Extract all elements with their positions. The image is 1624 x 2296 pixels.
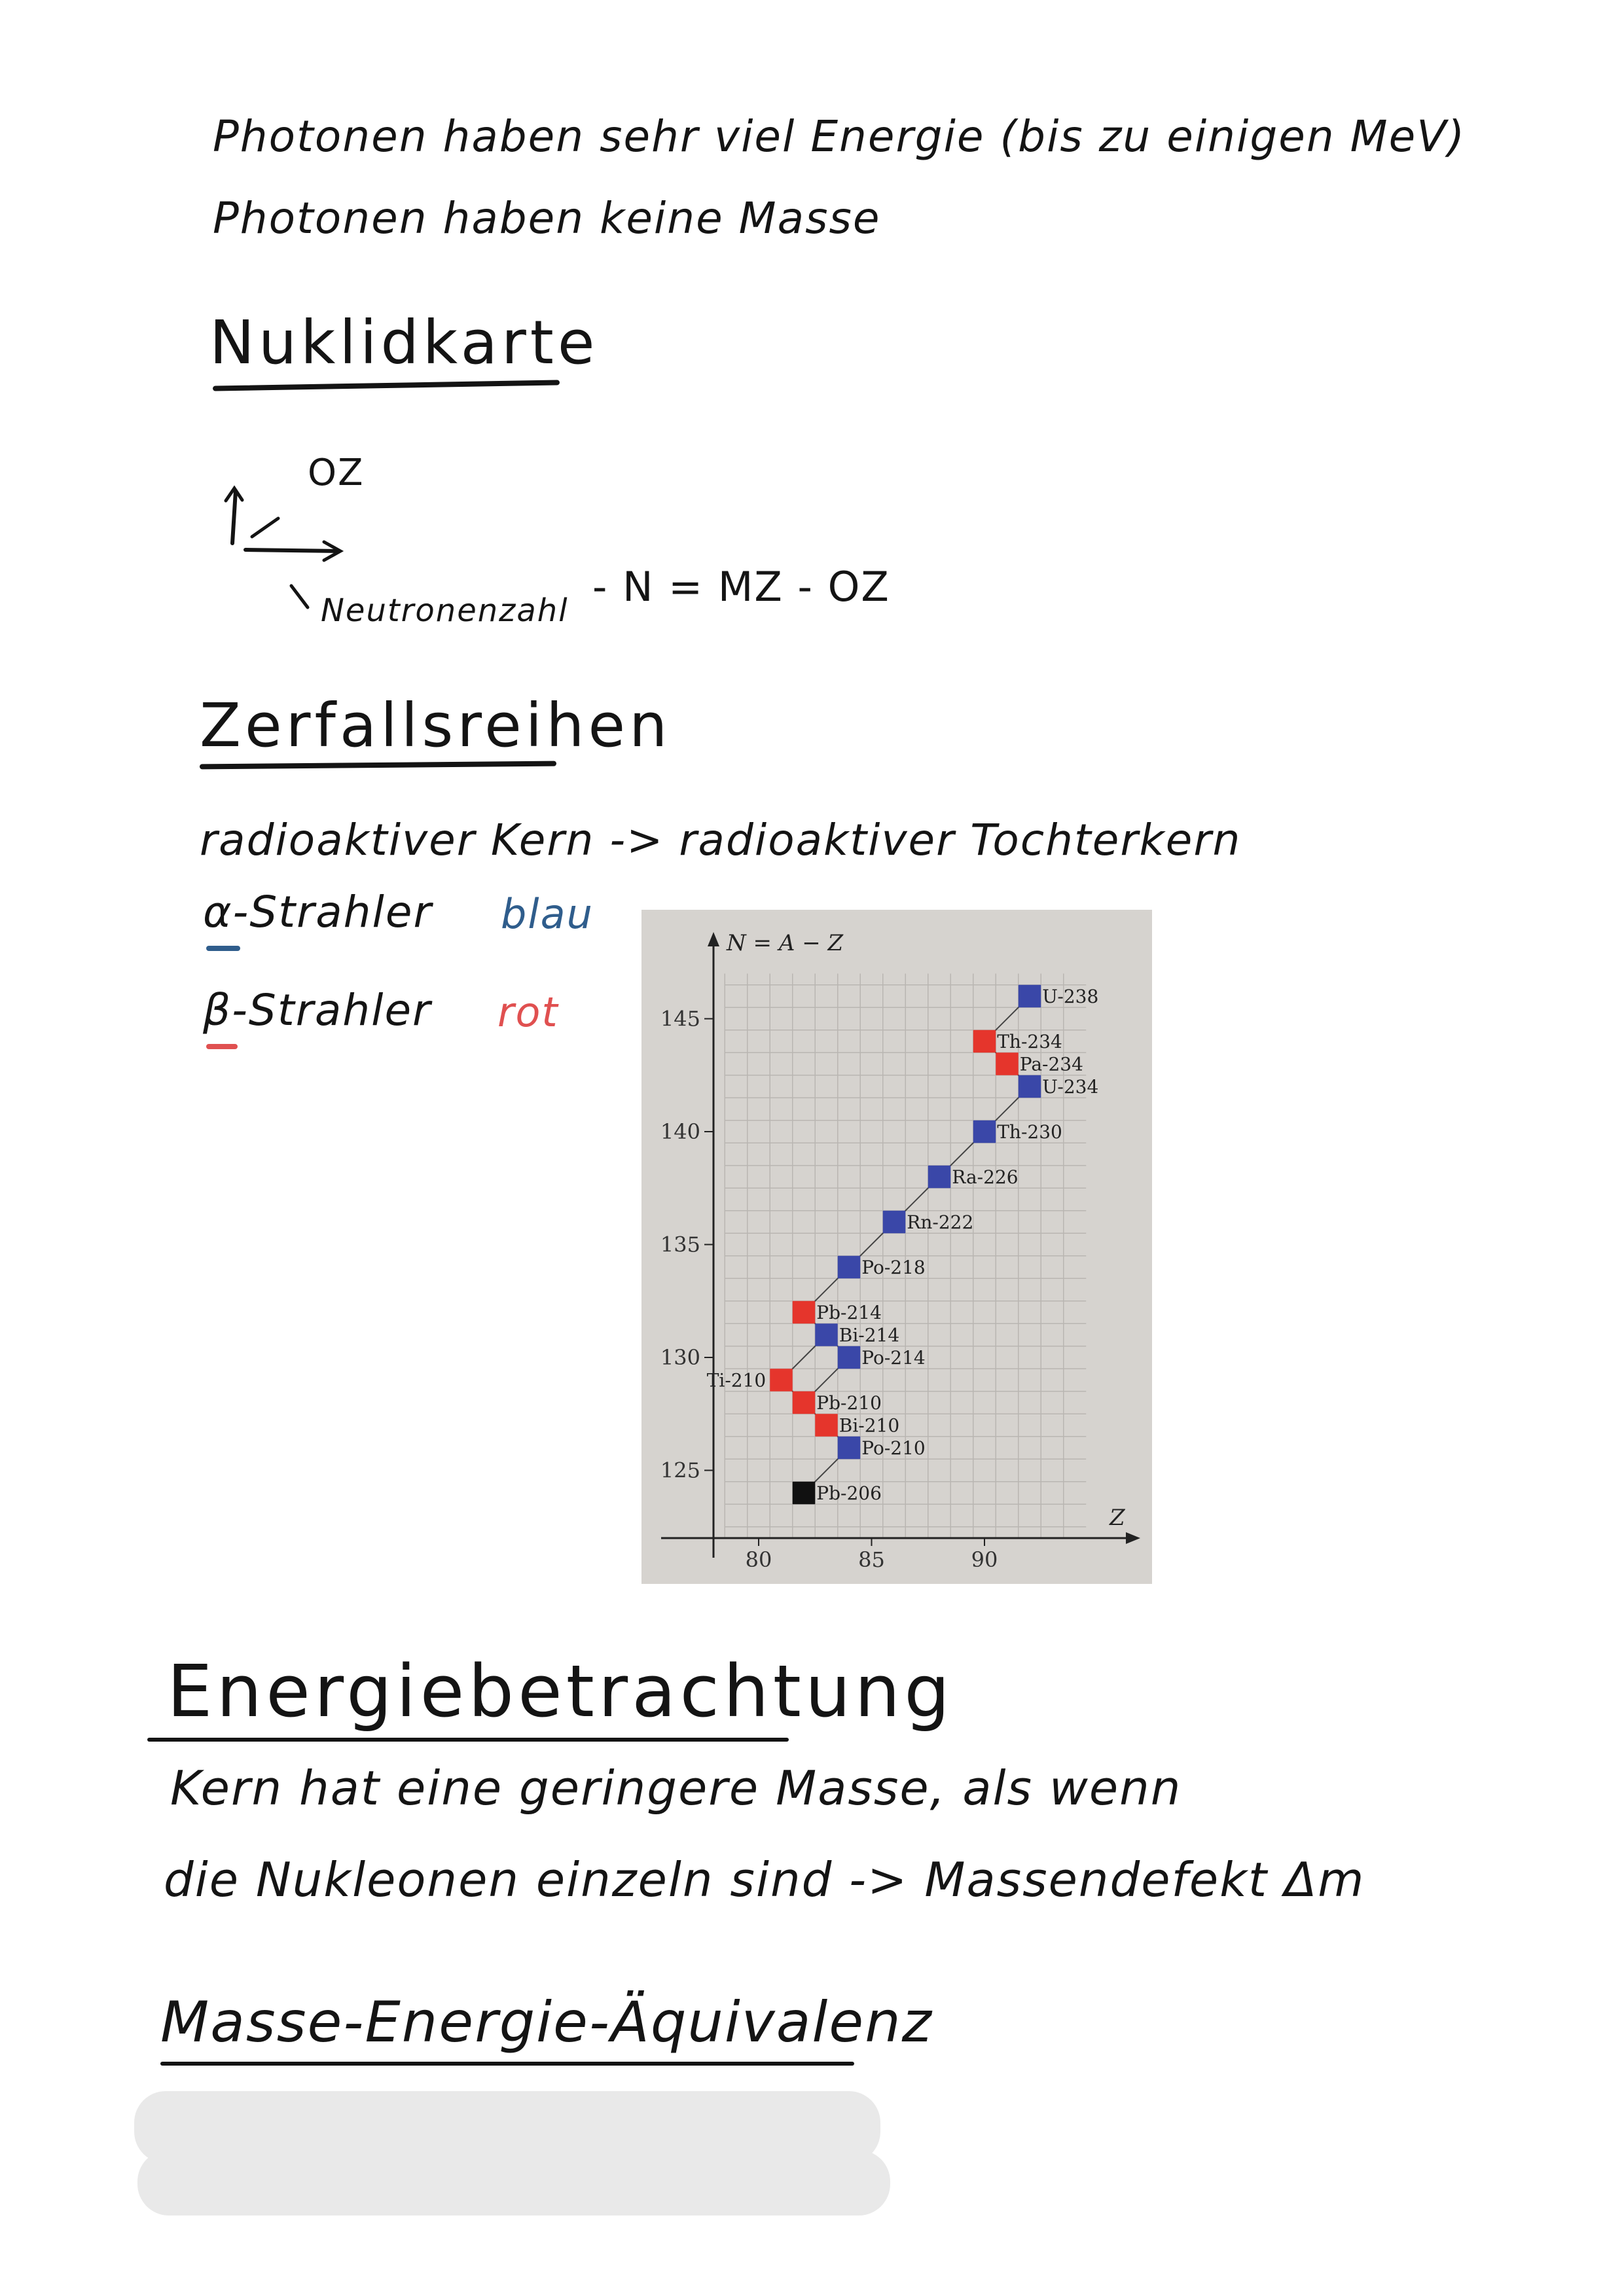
nuclide-square-po-214 [837,1346,861,1369]
energiebetrachtung-heading: Energiebetrachtung [167,1649,954,1733]
y-tick-label: 140 [660,1119,700,1144]
nuclide-label-po-210: Po-210 [861,1437,925,1459]
nuclide-square-ti-210 [770,1369,793,1391]
nuclide-square-bi-214 [815,1323,838,1346]
zerfallsreihen-heading: Zerfallsreihen [200,691,672,761]
nuclide-square-pb-214 [792,1300,816,1324]
beta-emitter-label: β-Strahler [203,985,432,1035]
nuclide-square-pb-206 [792,1481,816,1505]
blurred-content-2 [137,2150,890,2215]
mass-energy-heading: Masse-Energie-Äquivalenz [160,1990,933,2055]
neutronenzahl-label: Neutronenzahl [321,592,569,629]
y-tick-label: 145 [660,1007,700,1031]
nuclide-label-ra-226: Ra-226 [952,1166,1018,1188]
nuclide-label-pb-210: Pb-210 [816,1392,882,1414]
energiebetrachtung-underline [147,1738,789,1742]
alpha-color-word: blau [501,890,594,938]
nuclide-square-rn-222 [882,1210,906,1234]
nuclide-square-ra-226 [928,1165,951,1189]
nuclide-label-po-218: Po-218 [861,1257,925,1278]
nuclide-square-pa-234 [996,1052,1019,1075]
x-axis-title: Z [1109,1505,1126,1531]
nuklidkarte-heading: Nuklidkarte [209,308,599,378]
mass-defect-note-2: die Nukleonen einzeln sind -> Massendefe… [164,1852,1365,1907]
oz-label: OZ [308,452,365,494]
x-tick-label: 85 [858,1547,885,1572]
nuclide-label-bi-210: Bi-210 [839,1415,899,1437]
nuclide-square-u-234 [1018,1075,1041,1098]
nuclide-square-pb-210 [792,1391,816,1414]
nuclide-square-th-234 [973,1030,996,1053]
y-tick-label: 125 [660,1458,700,1483]
nuclide-label-pb-214: Pb-214 [816,1302,882,1323]
y-axis-arrow [708,932,719,946]
nuclide-label-po-214: Po-214 [861,1347,925,1369]
zerfall-description: radioaktiver Kern -> radioaktiver Tochte… [200,815,1242,865]
photon-energy-note: Photonen haben sehr viel Energie (bis zu… [213,111,1466,162]
nuklidkarte-underline [212,380,560,391]
y-tick-label: 130 [660,1345,700,1370]
nuclide-square-th-230 [973,1120,996,1143]
nuclide-label-u-238: U-238 [1042,986,1098,1007]
x-tick-label: 90 [971,1547,998,1572]
nuclide-label-bi-214: Bi-214 [839,1325,899,1346]
photon-mass-note: Photonen haben keine Masse [213,193,881,243]
beta-color-word: rot [497,988,559,1036]
x-tick-label: 80 [746,1547,772,1572]
mass-energy-underline [160,2062,854,2066]
nuclide-label-pb-206: Pb-206 [816,1482,882,1504]
nuclide-square-po-210 [837,1436,861,1460]
mass-defect-note-1: Kern hat eine geringere Masse, als wenn [170,1761,1182,1816]
nuclide-label-u-234: U-234 [1042,1076,1098,1098]
nuclide-label-ti-210: Ti-210 [707,1370,767,1391]
decay-series-plot: N = A − Z Z 80 85 90 125 130 135 140 145 U-238 Th-2… [660,930,1140,1572]
nuclide-label-pa-234: Pa-234 [1020,1054,1083,1075]
nuclide-label-th-234: Th-234 [997,1031,1062,1052]
nuclide-label-th-230: Th-230 [997,1121,1062,1143]
zerfallsreihen-underline [199,761,557,770]
y-axis-title: N = A − Z [726,930,844,956]
alpha-blue-underline [206,946,240,951]
nuclide-label-rn-222: Rn-222 [907,1211,973,1233]
axis-sketch-icon [224,485,344,609]
nuclide-square-po-218 [837,1255,861,1279]
beta-red-underline [206,1044,238,1049]
nuclide-square-bi-210 [815,1414,838,1437]
alpha-emitter-label: α-Strahler [203,887,433,937]
nuclide-square-u-238 [1018,984,1041,1008]
neutron-formula: - N = MZ - OZ [592,563,890,611]
decay-series-chart: N = A − Z Z 80 85 90 125 130 135 140 145 U-238 Th-2… [641,910,1152,1584]
x-axis-arrow [1126,1532,1140,1544]
y-tick-label: 135 [660,1232,700,1257]
